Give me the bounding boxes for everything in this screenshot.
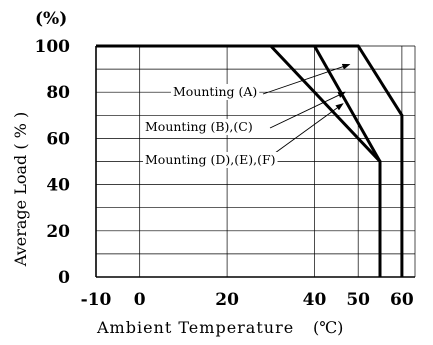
annotations: Mounting (A) Mounting (B),(C) Mounting (D)… bbox=[143, 63, 351, 168]
y-tick-label: 20 bbox=[46, 222, 70, 242]
leader-arrow bbox=[262, 63, 351, 95]
x-tick-label: 60 bbox=[390, 290, 414, 310]
annotation-bg bbox=[143, 152, 278, 168]
annotation-bg bbox=[143, 119, 255, 135]
x-tick-label: -10 bbox=[81, 290, 112, 310]
annotation-bg bbox=[171, 84, 260, 100]
y-tick-label: 0 bbox=[58, 268, 70, 288]
y-axis-label: Average Load ( % ) bbox=[11, 112, 30, 267]
x-axis-label: Ambient Temperature bbox=[96, 318, 294, 337]
y-unit-label: (%) bbox=[35, 9, 67, 29]
leader-arrow bbox=[263, 103, 344, 162]
leader-arrow bbox=[269, 91, 346, 129]
series-line-3 bbox=[96, 44, 382, 277]
x-tick-label: 0 bbox=[134, 290, 146, 310]
series-annotation: Mounting (B),(C) bbox=[145, 119, 253, 134]
y-tick-label: 100 bbox=[35, 37, 71, 57]
x-tick-label: 40 bbox=[303, 290, 327, 310]
y-tick-label: 40 bbox=[46, 176, 70, 196]
y-tick-label: 60 bbox=[46, 129, 70, 149]
series-annotation: Mounting (D),(E),(F) bbox=[145, 152, 276, 167]
x-tick-label: 20 bbox=[215, 290, 239, 310]
series-annotation: Mounting (A) bbox=[173, 84, 257, 99]
x-axis-unit: (℃) bbox=[313, 318, 343, 337]
tick-labels: 0 20 40 60 80 100 -10 0 20 40 50 60 bbox=[35, 37, 414, 310]
x-tick-label: 50 bbox=[346, 290, 370, 310]
y-tick-label: 80 bbox=[46, 83, 70, 103]
series-lines bbox=[96, 44, 404, 277]
